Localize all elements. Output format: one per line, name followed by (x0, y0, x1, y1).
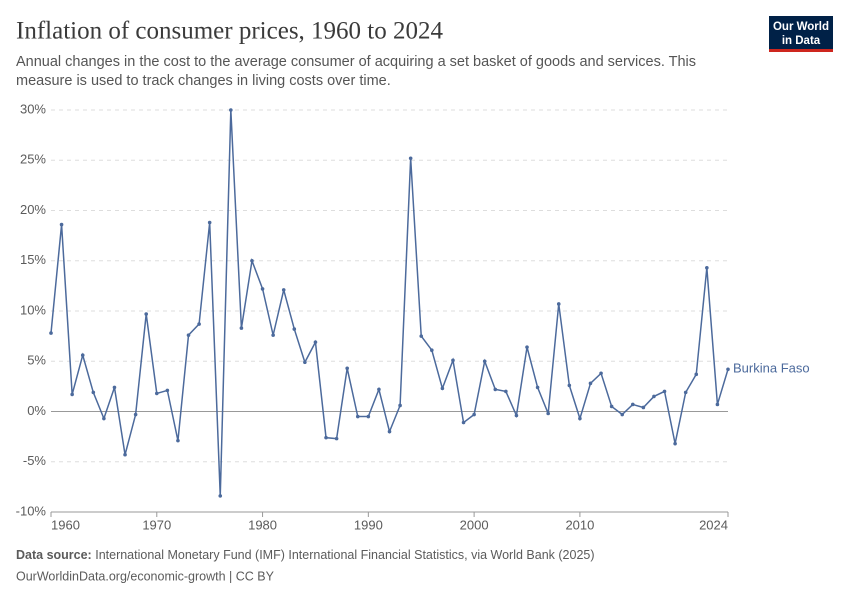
point (260, 287, 265, 291)
point (281, 288, 286, 292)
point (641, 405, 646, 410)
logo-text: in Data (782, 35, 821, 47)
point (419, 334, 424, 338)
point (440, 386, 445, 391)
point (567, 383, 572, 388)
point (334, 436, 339, 441)
point (620, 412, 625, 417)
y-tick-label: 20% (20, 202, 46, 217)
point (430, 348, 434, 352)
point (578, 416, 582, 421)
point (451, 358, 455, 363)
series-line (50, 109, 729, 496)
source: Data source: International Monetary Fund… (16, 548, 595, 562)
point (673, 441, 677, 446)
subtitle: measure is used to track changes in livi… (16, 73, 391, 89)
y-tick-label: 25% (20, 152, 46, 167)
point (377, 387, 381, 392)
point (694, 372, 699, 377)
point (123, 452, 127, 457)
y-tick-label: 30% (20, 101, 46, 116)
logo-box (769, 16, 833, 52)
logo-stripe (769, 49, 833, 52)
x-tick-label: 1960 (51, 517, 80, 532)
point (504, 389, 508, 394)
point (525, 345, 529, 349)
point (70, 392, 74, 397)
point (715, 402, 720, 407)
point (176, 438, 180, 443)
point (112, 385, 117, 390)
point (588, 381, 593, 386)
point (408, 156, 413, 161)
point (239, 326, 244, 330)
y-tick-label: 0% (27, 403, 46, 418)
y-tick-label: -5% (23, 453, 47, 468)
point (398, 403, 402, 408)
chart-title: Inflation of consumer prices, 1960 to 20… (16, 18, 443, 45)
point (514, 413, 519, 418)
y-tick-label: 10% (20, 302, 46, 317)
point (546, 411, 550, 416)
point (186, 333, 191, 337)
point (535, 385, 540, 390)
footer: OurWorldinData.org/economic-growth | CC … (16, 569, 275, 583)
point (229, 108, 233, 112)
y-tick-label: -10% (16, 503, 47, 518)
point (355, 414, 360, 419)
point (599, 371, 603, 376)
point (313, 340, 318, 344)
source-text: International Monetary Fund (IMF) Intern… (95, 548, 594, 562)
point (556, 302, 561, 306)
point (80, 353, 85, 358)
point (133, 412, 138, 417)
point (472, 412, 476, 417)
point (609, 404, 614, 409)
subtitle: Annual changes in the cost to the averag… (16, 54, 696, 70)
point (59, 222, 64, 227)
point (303, 360, 307, 365)
point (324, 435, 328, 440)
point (197, 322, 201, 326)
point (165, 388, 170, 393)
point (271, 333, 275, 337)
point (91, 390, 96, 395)
x-tick-label: 1970 (142, 517, 171, 532)
point (705, 265, 709, 270)
point (683, 390, 688, 395)
x-tick-label: 2024 (699, 517, 728, 532)
point (662, 389, 667, 394)
source-label: Data source: (16, 548, 92, 562)
y-tick-label: 15% (20, 252, 46, 267)
point (250, 258, 254, 263)
point (154, 391, 159, 396)
point (482, 359, 487, 364)
point (461, 420, 466, 425)
logo-text: Our World (773, 21, 829, 33)
x-tick-label: 1990 (354, 517, 383, 532)
y-tick-label: 5% (27, 353, 46, 368)
point (345, 366, 349, 371)
point (366, 414, 371, 419)
point (102, 416, 106, 421)
point (49, 331, 53, 335)
point (292, 327, 297, 331)
point (652, 394, 656, 399)
x-tick-label: 2010 (565, 517, 594, 532)
point (218, 494, 223, 498)
point (387, 429, 392, 434)
point (630, 402, 635, 407)
point (207, 220, 212, 225)
x-tick-label: 1980 (248, 517, 277, 532)
x-tick-label: 2000 (460, 517, 489, 532)
point (493, 387, 498, 392)
point (144, 312, 149, 316)
series-label: Burkina Faso (733, 361, 810, 376)
point (726, 367, 730, 372)
